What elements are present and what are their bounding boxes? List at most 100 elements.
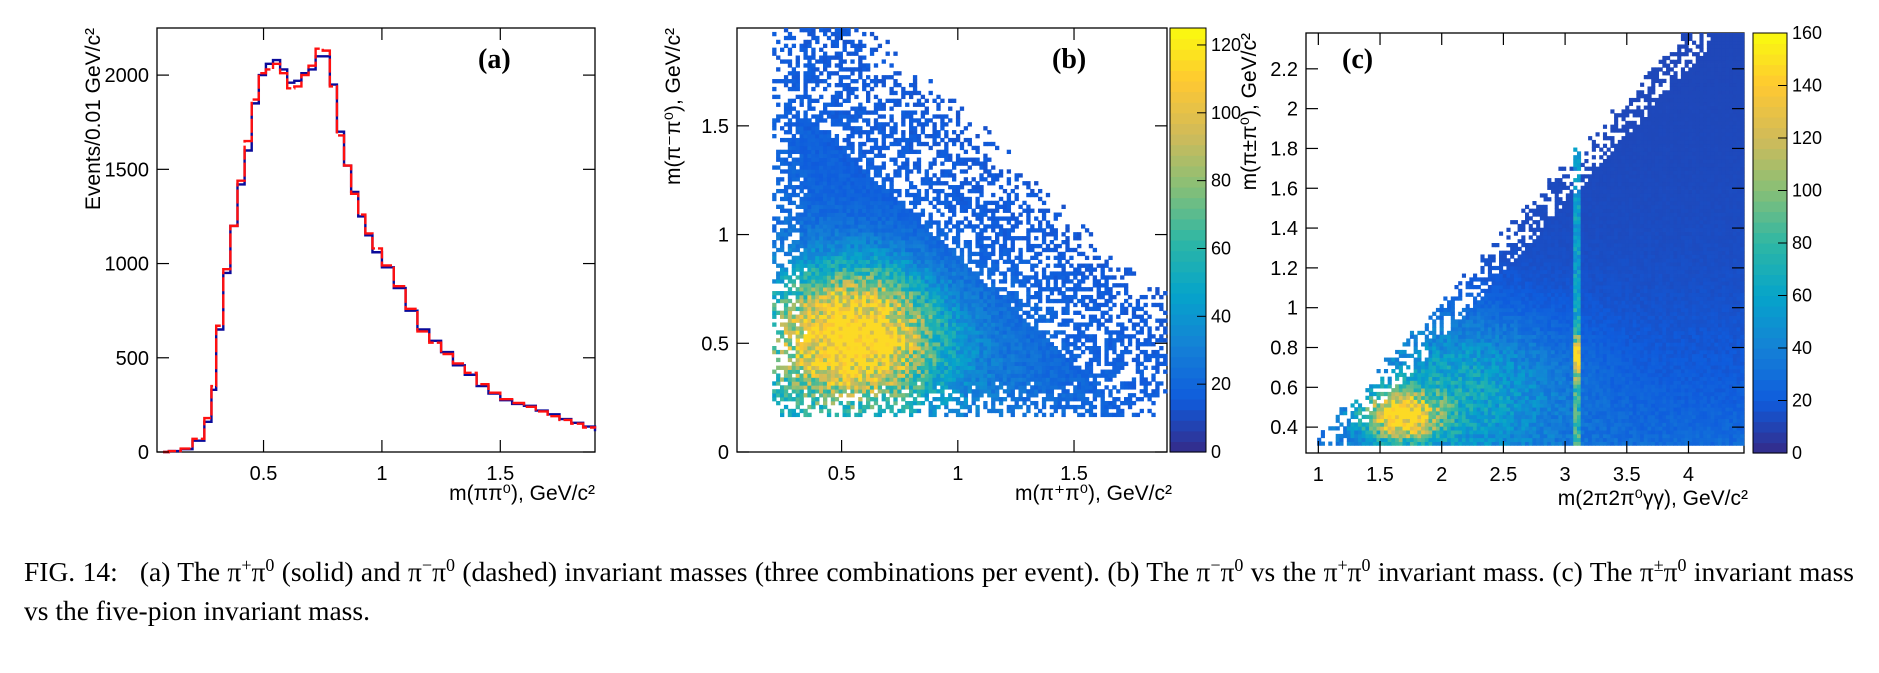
- panel-b-bin: [909, 263, 914, 268]
- panel-b-bin: [1026, 185, 1031, 190]
- panel-b-bin: [783, 373, 789, 378]
- panel-b-bin: [826, 267, 832, 272]
- panel-b-bin: [1002, 314, 1008, 319]
- panel-b-bin: [811, 373, 816, 378]
- panel-b-bin: [909, 130, 914, 135]
- panel-b-bin: [905, 291, 910, 296]
- panel-b-bin: [885, 373, 890, 378]
- panel-b-bin: [912, 338, 918, 343]
- panel-b-bin: [842, 271, 847, 276]
- panel-b-bin: [948, 98, 953, 103]
- panel-b-bin: [791, 279, 797, 284]
- panel-b-bin: [866, 240, 871, 245]
- panel-b-bin: [799, 134, 804, 139]
- panel-b-bin: [959, 318, 965, 323]
- panel-b-bin: [905, 255, 910, 261]
- panel-b-bin: [975, 200, 980, 206]
- panel-b-bin: [873, 271, 879, 276]
- panel-b-bin: [952, 212, 957, 217]
- panel-b-bin: [1135, 361, 1141, 367]
- panel-b-bin: [772, 165, 777, 170]
- panel-b-bin: [1010, 338, 1015, 343]
- panel-b-bin: [920, 114, 926, 119]
- panel-b-bin: [869, 110, 875, 115]
- panel-b-bin: [834, 39, 840, 45]
- panel-b-bin: [987, 157, 992, 162]
- panel-b-bin: [987, 318, 992, 323]
- panel-b-bin: [877, 287, 883, 292]
- panel-b-bin: [901, 204, 906, 209]
- panel-b-bin: [1069, 287, 1074, 292]
- panel-b-bin: [920, 208, 926, 213]
- panel-b-bin: [869, 322, 875, 327]
- panel-b-bin: [928, 165, 933, 170]
- panel-b-bin: [811, 365, 816, 370]
- panel-b-bin: [846, 263, 851, 268]
- panel-b-bin: [823, 86, 828, 92]
- panel-b-bin: [799, 353, 804, 359]
- panel-b-bin: [830, 145, 836, 151]
- panel-b-bin: [983, 298, 988, 304]
- panel-b-bin: [948, 357, 953, 363]
- panel-b-bin: [830, 318, 836, 323]
- panel-b-bin: [909, 294, 914, 300]
- panel-b-bin: [979, 393, 984, 398]
- panel-b-bin: [830, 102, 836, 107]
- panel-b-bin: [842, 275, 847, 280]
- panel-b-bin: [787, 353, 793, 359]
- panel-b-bin: [1045, 220, 1051, 225]
- panel-b-bin: [866, 377, 871, 382]
- panel-b-bin: [971, 157, 976, 162]
- panel-b-bin: [1018, 404, 1023, 410]
- panel-b-bin: [838, 173, 843, 178]
- panel-b-bin: [1002, 322, 1008, 327]
- panel-b-bin: [1038, 373, 1043, 378]
- panel-b-bin: [983, 251, 988, 257]
- panel-b-bin: [1010, 188, 1015, 194]
- panel-b-bin: [885, 208, 890, 213]
- panel-b-bin: [1006, 365, 1012, 370]
- panel-b-bin: [1014, 271, 1019, 276]
- panel-b-bin: [928, 263, 933, 268]
- panel-b-bin: [815, 294, 820, 300]
- panel-b-bin: [1057, 373, 1062, 378]
- panel-b-bin: [1131, 393, 1137, 398]
- panel-b-bin: [1049, 228, 1055, 233]
- panel-b-bin: [873, 220, 879, 225]
- panel-b-bin: [975, 279, 980, 284]
- panel-b-bin: [1065, 381, 1070, 386]
- panel-b-bin: [846, 314, 851, 319]
- panel-b-bin: [873, 181, 879, 186]
- panel-b-bin: [858, 126, 863, 131]
- panel-b-bin: [846, 377, 851, 382]
- panel-b-bin: [901, 236, 906, 241]
- panel-b-bin: [858, 267, 863, 272]
- panel-b-bin: [1018, 271, 1023, 276]
- panel-b-bin: [783, 342, 789, 347]
- panel-b-bin: [967, 294, 972, 300]
- panel-b-bin: [834, 330, 840, 335]
- panel-b-bin: [811, 192, 816, 198]
- panel-b-bin: [866, 181, 871, 186]
- panel-b-bin: [858, 357, 863, 363]
- panel-b-bin: [783, 228, 789, 233]
- panel-b-bin: [795, 71, 800, 76]
- panel-b-bin: [885, 200, 890, 206]
- panel-b-bin: [776, 400, 781, 406]
- panel-b-bin: [991, 181, 996, 186]
- panel-a-xtick-label: 1.5: [486, 463, 514, 485]
- panel-b-bin: [869, 294, 875, 300]
- panel-b-bin: [924, 346, 929, 351]
- panel-b-bin: [1045, 361, 1051, 367]
- panel-b-bin: [959, 346, 965, 351]
- panel-b-bin: [979, 342, 984, 347]
- panel-b-bin: [854, 236, 859, 241]
- panel-b-bin: [905, 298, 910, 304]
- panel-b-bin: [987, 271, 992, 276]
- panel-b-bin: [1053, 346, 1058, 351]
- panel-b-bin: [1081, 224, 1086, 229]
- panel-b-bin: [909, 82, 914, 88]
- panel-b-bin: [869, 346, 875, 351]
- panel-b-bin: [893, 267, 898, 272]
- panel-b-bin: [858, 71, 863, 76]
